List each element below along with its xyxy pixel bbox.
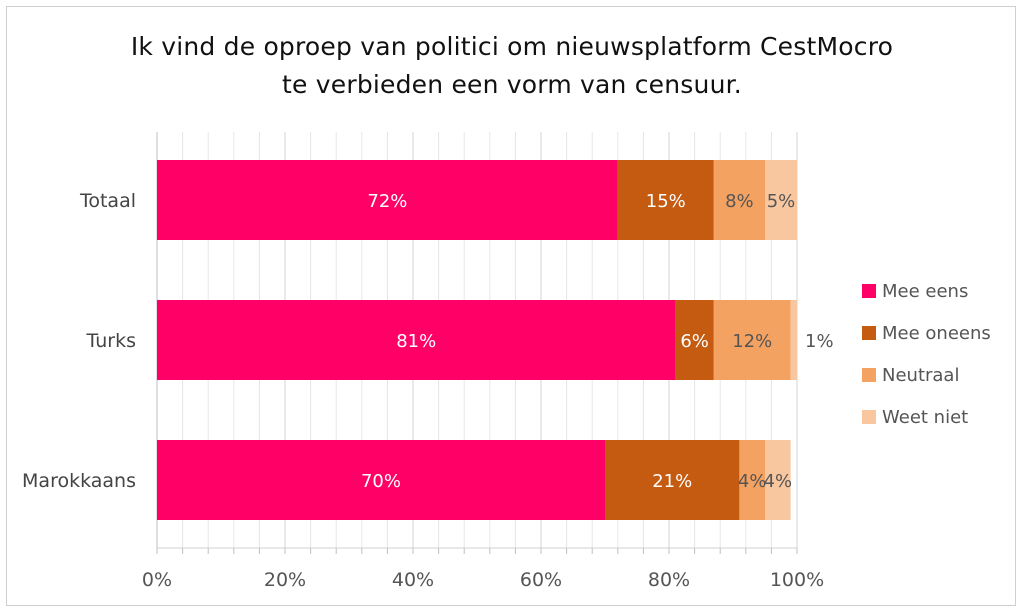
chart-title-line-2: te verbieden een vorm van censuur. (282, 70, 742, 99)
bar-segment (765, 160, 797, 240)
bar-segment (765, 440, 791, 520)
data-label: 6% (680, 331, 709, 352)
data-label: 70% (361, 471, 401, 492)
x-tick-label: 80% (648, 569, 690, 591)
bar-group (157, 440, 791, 520)
category-label: Totaal (79, 190, 136, 212)
category-label: Turks (86, 330, 136, 352)
bar-segment (675, 300, 714, 380)
x-tick-label: 40% (392, 569, 434, 591)
data-label: 21% (652, 471, 692, 492)
data-label: 4% (738, 471, 767, 492)
legend-label: Mee eens (882, 281, 968, 302)
data-label: 8% (725, 191, 754, 212)
legend-swatch (862, 326, 876, 340)
bar-segment (713, 160, 765, 240)
data-label: 72% (367, 191, 407, 212)
legend-swatch (862, 410, 876, 424)
x-tick-label: 0% (142, 569, 172, 591)
legend-swatch (862, 368, 876, 382)
data-label: 5% (767, 191, 796, 212)
bar-group (157, 160, 797, 240)
bar-segment (157, 160, 618, 240)
legend-label: Neutraal (882, 365, 959, 386)
bar-segment (617, 160, 714, 240)
bar-segment (790, 300, 797, 380)
bar-segment (157, 300, 676, 380)
legend: Mee eens Mee oneens Neutraal Weet niet (862, 281, 991, 428)
bar-segment (739, 440, 765, 520)
bar-segment (713, 300, 791, 380)
data-label: 1% (805, 331, 834, 352)
legend-label: Mee oneens (882, 323, 991, 344)
bar-group (157, 300, 797, 380)
data-label: 4% (764, 471, 793, 492)
x-ticks (156, 548, 798, 554)
x-tick-label: 100% (770, 569, 824, 591)
category-label: Marokkaans (22, 470, 136, 492)
bar-segment (605, 440, 740, 520)
bar-segment (157, 440, 605, 520)
x-tick-label: 20% (264, 569, 306, 591)
data-label: 15% (646, 191, 686, 212)
legend-swatch (862, 284, 876, 298)
data-label: 81% (396, 331, 436, 352)
x-tick-label: 60% (520, 569, 562, 591)
data-label: 12% (732, 331, 772, 352)
legend-label: Weet niet (882, 407, 968, 428)
chart-title-line-1: Ik vind de oproep van politici om nieuws… (130, 32, 894, 61)
chart-title: Ik vind de oproep van politici om nieuws… (0, 28, 1024, 104)
